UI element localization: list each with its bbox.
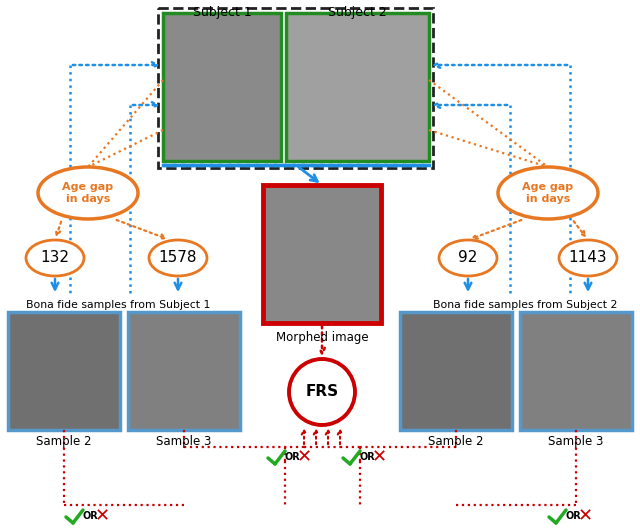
- Bar: [263, 185, 381, 323]
- Ellipse shape: [38, 167, 138, 219]
- Text: Subject 2: Subject 2: [328, 6, 387, 19]
- Text: OR: OR: [565, 511, 581, 521]
- Text: 92: 92: [458, 250, 477, 266]
- Text: Age gap
in days: Age gap in days: [63, 182, 113, 204]
- Text: ✕: ✕: [296, 448, 312, 466]
- Ellipse shape: [498, 167, 598, 219]
- Bar: [400, 312, 512, 430]
- Text: Morphed image: Morphed image: [276, 331, 368, 344]
- Text: OR: OR: [284, 452, 300, 462]
- Ellipse shape: [149, 240, 207, 276]
- Text: OR: OR: [359, 452, 375, 462]
- Text: Bona fide samples from Subject 1: Bona fide samples from Subject 1: [26, 300, 210, 310]
- Text: Bona fide samples from Subject 2: Bona fide samples from Subject 2: [433, 300, 617, 310]
- Text: Sample 3: Sample 3: [156, 435, 212, 448]
- Bar: [520, 312, 632, 430]
- Ellipse shape: [559, 240, 617, 276]
- Ellipse shape: [289, 359, 355, 425]
- Text: OR: OR: [82, 511, 98, 521]
- Text: ✕: ✕: [577, 507, 593, 525]
- Bar: [8, 312, 120, 430]
- Text: ✕: ✕: [95, 507, 109, 525]
- Text: ✕: ✕: [371, 448, 387, 466]
- Text: Subject 1: Subject 1: [193, 6, 252, 19]
- Text: 1143: 1143: [569, 250, 607, 266]
- Bar: [128, 312, 240, 430]
- Text: Sample 2: Sample 2: [36, 435, 92, 448]
- Text: Age gap
in days: Age gap in days: [522, 182, 573, 204]
- Bar: [158, 8, 433, 168]
- Bar: [286, 13, 429, 161]
- Text: 132: 132: [40, 250, 70, 266]
- Ellipse shape: [439, 240, 497, 276]
- Bar: [163, 13, 281, 161]
- Text: FRS: FRS: [305, 384, 339, 400]
- Text: Sample 3: Sample 3: [548, 435, 604, 448]
- Text: Sample 2: Sample 2: [428, 435, 484, 448]
- Text: 1578: 1578: [159, 250, 197, 266]
- Ellipse shape: [26, 240, 84, 276]
